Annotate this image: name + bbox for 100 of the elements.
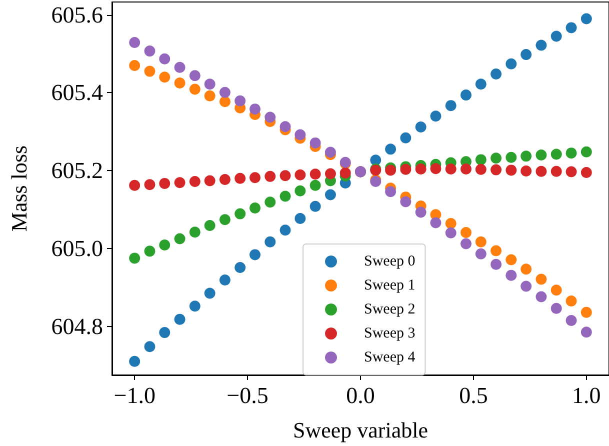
y-tick-label: 604.8 [51, 314, 103, 339]
point [520, 165, 532, 176]
point [490, 68, 502, 80]
point [264, 236, 276, 248]
point [506, 164, 517, 176]
point [219, 214, 230, 226]
point [204, 220, 216, 231]
point [536, 274, 547, 285]
point [550, 30, 562, 42]
point [520, 264, 532, 275]
x-tick-label: −0.5 [226, 383, 268, 408]
point [324, 168, 336, 180]
point [189, 70, 200, 82]
point [580, 146, 592, 158]
point [264, 196, 276, 208]
point [520, 280, 532, 292]
point [144, 179, 156, 190]
point [250, 104, 260, 115]
point [490, 258, 502, 270]
y-tick-label: 605.2 [51, 158, 103, 184]
legend-label: Sweep 2 [364, 302, 416, 318]
point [234, 172, 246, 184]
point [385, 186, 396, 198]
point [219, 86, 230, 98]
point [475, 248, 486, 260]
point [445, 218, 456, 230]
y-tick-label: 605.0 [51, 236, 103, 261]
point [430, 163, 442, 174]
point [264, 170, 276, 182]
point [174, 62, 186, 73]
point [506, 270, 517, 281]
point [506, 254, 517, 266]
point [144, 66, 156, 77]
point [144, 246, 156, 257]
point [324, 146, 336, 158]
x-tick-label: 0.5 [459, 383, 488, 408]
legend-label: Sweep 0 [364, 254, 416, 270]
point [550, 284, 562, 296]
point [475, 78, 486, 90]
point [566, 314, 577, 326]
point [460, 90, 472, 101]
point [580, 326, 592, 338]
point [460, 227, 472, 238]
point [294, 212, 306, 224]
point [294, 185, 306, 196]
point [475, 154, 486, 166]
point [445, 100, 456, 112]
point [490, 152, 502, 164]
point [234, 208, 246, 220]
point [189, 84, 200, 95]
point [460, 238, 472, 250]
point [550, 148, 562, 160]
point [174, 314, 186, 325]
point [189, 226, 200, 238]
point [294, 129, 306, 140]
point [445, 227, 456, 238]
point [280, 224, 291, 236]
point [144, 341, 156, 352]
point [580, 167, 592, 178]
point [536, 291, 547, 302]
legend-label: Sweep 1 [364, 278, 416, 294]
point [490, 245, 502, 256]
point [506, 58, 517, 70]
point [310, 200, 321, 212]
y-tick-label: 605.6 [51, 2, 103, 28]
point [430, 217, 442, 228]
point [250, 202, 260, 214]
y-tick-label: 605.4 [51, 80, 104, 106]
point [415, 121, 426, 132]
point [310, 168, 321, 180]
x-tick-label: −1.0 [114, 383, 156, 408]
point [219, 274, 230, 286]
point [445, 164, 456, 175]
point [204, 78, 216, 90]
point [280, 121, 291, 132]
x-axis-title: Sweep variable [293, 418, 428, 442]
point [400, 164, 412, 175]
point [129, 356, 140, 367]
point [159, 239, 170, 250]
point [520, 49, 532, 60]
point [144, 46, 156, 57]
point [129, 252, 140, 264]
point [250, 172, 260, 184]
point [234, 95, 246, 106]
point [174, 177, 186, 188]
point [129, 60, 140, 71]
point [310, 137, 321, 148]
point [566, 148, 577, 159]
point [385, 164, 396, 176]
point [370, 154, 382, 166]
point [129, 180, 140, 191]
point [204, 288, 216, 299]
point [310, 180, 321, 191]
point [159, 327, 170, 338]
point [264, 112, 276, 123]
legend-label: Sweep 3 [364, 326, 416, 342]
point [400, 132, 412, 144]
point [324, 189, 336, 200]
point [550, 302, 562, 314]
point [294, 169, 306, 180]
